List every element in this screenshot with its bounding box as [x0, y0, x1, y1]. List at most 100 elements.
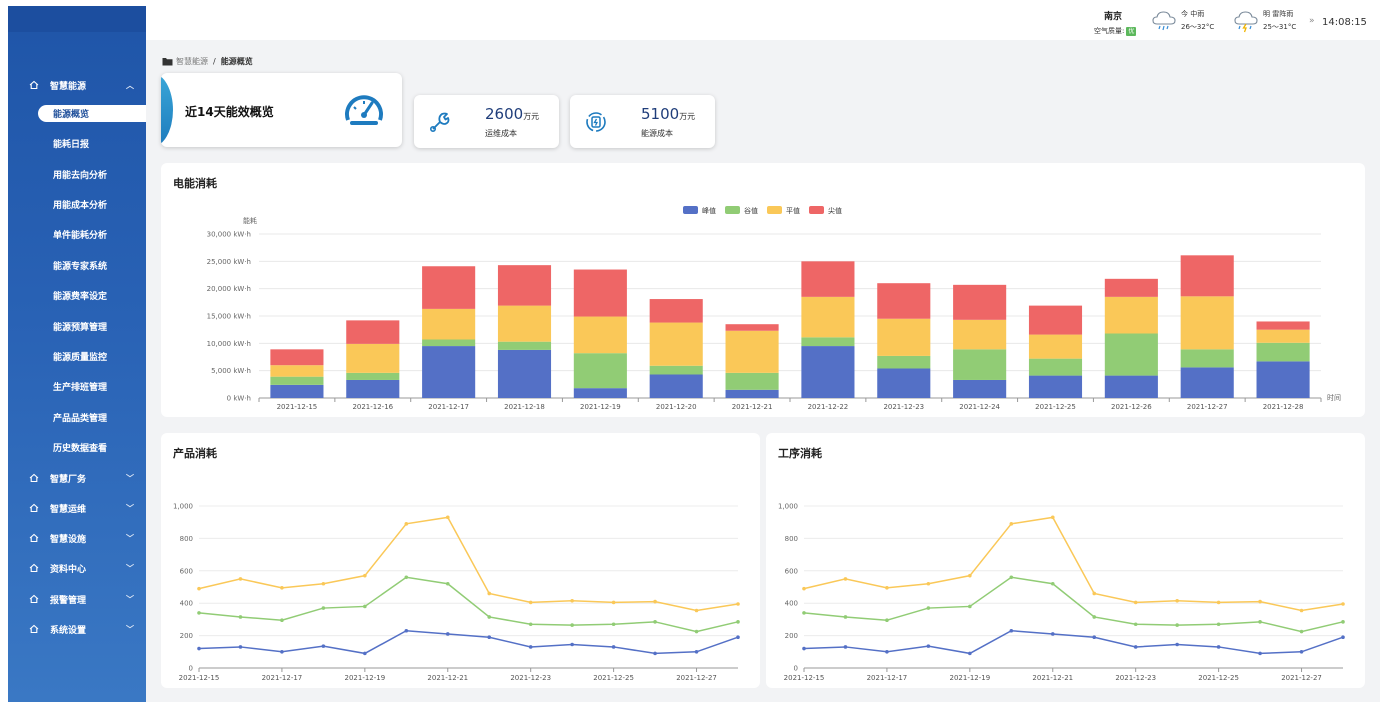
product-point	[445, 515, 450, 520]
sidebar-group-factory[interactable]: 智慧厂务 ﹀	[8, 463, 146, 493]
sidebar-group-energy[interactable]: 智慧能源 ︿	[8, 70, 146, 100]
electric-bar-segment	[1104, 296, 1158, 334]
sidebar-group-label: 系统设置	[50, 625, 87, 636]
sidebar-item-expert-system[interactable]: 能源专家系统	[53, 261, 108, 272]
sidebar-item-daily-report[interactable]: 能耗日报	[53, 139, 90, 150]
process-point	[1050, 515, 1055, 520]
product-point	[694, 629, 699, 634]
product-point	[528, 600, 533, 605]
electric-bar-segment	[801, 261, 855, 297]
sidebar-item-product-category[interactable]: 产品品类管理	[53, 413, 108, 424]
process-point	[1258, 651, 1262, 656]
product-series-line	[198, 629, 739, 655]
electric-bar-segment	[649, 322, 703, 366]
process-point	[1092, 591, 1097, 596]
sidebar-item-rate-setting[interactable]: 能源费率设定	[53, 291, 108, 302]
product-panel: 产品消耗 0 200 400 600 800 1,000 2021-12-15 2021-12…	[161, 433, 760, 688]
product-point	[363, 651, 367, 656]
sidebar-item-cost-analysis[interactable]: 用能成本分析	[53, 200, 108, 211]
electric-xtick-label: 2021-12-20	[656, 403, 697, 411]
electric-xtick-label: 2021-12-23	[883, 403, 924, 411]
sidebar-group-facility[interactable]: 智慧设施 ﹀	[8, 523, 146, 553]
process-point	[885, 650, 889, 654]
sidebar-item-schedule[interactable]: 生产排班管理	[53, 382, 108, 393]
product-point	[280, 586, 284, 590]
product-point	[197, 611, 201, 615]
electric-bar-segment	[1180, 367, 1234, 398]
process-point	[1216, 600, 1221, 605]
electric-xtick-label: 2021-12-16	[352, 403, 393, 411]
product-point	[694, 608, 699, 613]
kpi-energy-unit: 万元	[679, 112, 696, 121]
product-point	[238, 615, 243, 619]
process-point	[843, 577, 848, 581]
product-ytick-label: 400	[180, 600, 193, 608]
electric-ytick-label: 10,000 kW·h	[207, 340, 251, 348]
process-point	[802, 586, 806, 591]
sidebar-group-alarm[interactable]: 报警管理 ﹀	[8, 584, 146, 614]
process-ytick-label: 0	[794, 665, 798, 673]
sidebar-group-docs[interactable]: 资料中心 ﹀	[8, 553, 146, 583]
breadcrumb-separator: /	[213, 57, 216, 66]
sidebar-group-ops[interactable]: 智慧运维 ﹀	[8, 493, 146, 523]
product-point	[363, 573, 367, 578]
electric-bar-segment	[1104, 375, 1158, 398]
sidebar-item-energy-overview[interactable]: 能源概览	[38, 105, 150, 122]
sidebar-group-label: 智慧厂务	[50, 474, 87, 485]
electric-ytick-label: 5,000 kW·h	[211, 367, 251, 375]
electric-ytick-label: 30,000 kW·h	[207, 231, 251, 239]
product-point	[197, 586, 201, 591]
electric-legend-label: 峰值	[702, 206, 716, 215]
product-point	[321, 606, 326, 610]
electric-panel: 电能消耗 峰值 谷值 平值 尖值 能耗 时间 0 kW·h 5,000 kW·h 10,0…	[161, 163, 1365, 417]
product-point	[570, 642, 574, 647]
kpi-ops-unit: 万元	[523, 112, 540, 121]
electric-xtick-label: 2021-12-15	[277, 403, 318, 411]
process-point	[1341, 602, 1345, 606]
weather-tomorrow-text: 明 雷阵雨 25～31°C	[1259, 8, 1296, 34]
electric-legend-label: 平值	[786, 206, 800, 215]
electric-bar-segment	[1180, 296, 1234, 350]
kpi-card-ops-cost: 2600 万元 运维成本	[414, 95, 559, 148]
process-title: 工序消耗	[778, 447, 822, 460]
process-point	[843, 645, 848, 649]
electric-legend-label: 尖值	[828, 206, 842, 215]
electric-legend: 峰值 谷值 平值 尖值	[683, 206, 842, 215]
electric-bar-segment	[346, 320, 400, 344]
process-point	[1092, 635, 1097, 640]
product-point	[611, 600, 616, 605]
process-ytick-label: 400	[785, 600, 798, 608]
electric-bar-segment	[346, 372, 400, 380]
weather-today: 今 中雨 26～32°C	[1151, 8, 1214, 34]
sidebar-item-history[interactable]: 历史数据查看	[53, 443, 108, 454]
process-point	[885, 618, 889, 623]
electric-xlabel: 时间	[1327, 393, 1341, 402]
process-point	[1050, 632, 1055, 636]
process-point	[1009, 575, 1014, 580]
electric-bar-segment	[422, 339, 476, 347]
product-point	[280, 618, 284, 623]
sidebar-item-quality-monitor[interactable]: 能源质量监控	[53, 352, 108, 363]
home-icon	[28, 532, 40, 544]
sidebar-group-label: 智慧运维	[50, 504, 87, 515]
sidebar-group-settings[interactable]: 系统设置 ﹀	[8, 614, 146, 644]
chevron-up-icon: ︿	[126, 80, 134, 90]
electric-bar-segment	[1256, 321, 1310, 330]
chevron-down-icon: ﹀	[126, 594, 134, 604]
breadcrumb-parent[interactable]: 智慧能源	[176, 57, 208, 66]
sidebar-item-usage-destination[interactable]: 用能去向分析	[53, 170, 108, 181]
electric-bar-segment	[801, 296, 855, 338]
process-series-line	[803, 629, 1344, 655]
rain-cloud-icon	[1152, 11, 1176, 31]
product-point	[611, 622, 616, 627]
main-content: 智慧能源 / 能源概览 近14天能效概览 2600	[146, 40, 1380, 702]
process-point	[1133, 600, 1138, 605]
product-point	[363, 604, 367, 609]
sidebar-item-unit-consumption[interactable]: 单件能耗分析	[53, 230, 108, 241]
process-series-line	[803, 576, 1344, 633]
electric-xtick-label: 2021-12-18	[504, 403, 545, 411]
electric-bar-segment	[1028, 358, 1083, 376]
sidebar-item-budget[interactable]: 能源预算管理	[53, 322, 108, 333]
product-point	[570, 598, 574, 603]
process-point	[802, 611, 806, 615]
